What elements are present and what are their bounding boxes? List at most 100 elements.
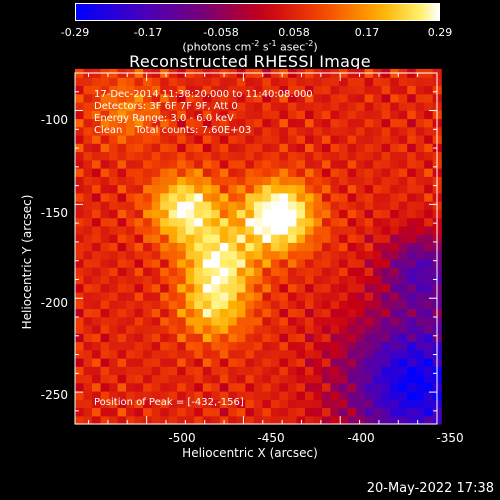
heatmap-cell (100, 399, 110, 409)
heatmap-cell (381, 184, 391, 194)
heatmap-cell (279, 250, 289, 260)
heatmap-cell (296, 225, 306, 235)
heatmap-cell (330, 118, 340, 128)
heatmap-cell (424, 118, 434, 128)
heatmap-cell (134, 415, 144, 425)
heatmap-cell (194, 391, 204, 400)
heatmap-cell (424, 234, 434, 243)
heatmap-cell (117, 184, 127, 194)
heatmap-cell (313, 275, 323, 285)
heatmap-cell (194, 126, 204, 136)
heatmap-cell (134, 300, 144, 309)
heatmap-cell (211, 341, 221, 351)
heatmap-cell (262, 118, 272, 128)
heatmap-cell (117, 159, 127, 169)
peak-position-label: Position of Peak = [-432,-156] (94, 397, 244, 408)
heatmap-cell (168, 242, 178, 252)
heatmap-cell (339, 308, 349, 318)
heatmap-cell (202, 101, 212, 111)
heatmap-cell (168, 382, 178, 392)
heatmap-cell (322, 357, 332, 367)
heatmap-cell (296, 258, 306, 268)
heatmap-cell (117, 349, 127, 359)
heatmap-cell (83, 118, 93, 128)
heatmap-cell (92, 349, 102, 359)
heatmap-cell (262, 93, 272, 103)
heatmap-cell (109, 399, 119, 409)
heatmap-cell (415, 382, 425, 392)
heatmap-cell (151, 110, 161, 120)
heatmap-cell (381, 118, 391, 128)
heatmap-cell (253, 143, 263, 153)
heatmap-cell (322, 382, 332, 392)
heatmap-cell (407, 308, 417, 318)
heatmap-cell (407, 143, 417, 153)
heatmap-cell (322, 275, 332, 285)
heatmap-cell (270, 184, 280, 194)
heatmap-cell (347, 250, 357, 260)
heatmap-cell (109, 217, 119, 227)
heatmap-cell (228, 176, 238, 186)
heatmap-cell (202, 291, 212, 301)
heatmap-cell (305, 93, 315, 103)
heatmap-cell (364, 225, 374, 235)
heatmap-cell (407, 407, 417, 417)
heatmap-cell (364, 324, 374, 334)
heatmap-cell (356, 110, 366, 120)
heatmap-cell (296, 126, 306, 136)
colorbar-tick: 0.17 (354, 26, 380, 39)
heatmap-cell (211, 234, 221, 243)
heatmap-cell (109, 283, 119, 293)
heatmap-cell (143, 267, 153, 276)
heatmap-cell (236, 134, 246, 144)
heatmap-cell (117, 258, 127, 268)
heatmap-cell (262, 184, 272, 194)
heatmap-cell (407, 85, 417, 95)
heatmap-cell (381, 134, 391, 144)
heatmap-cell (160, 275, 170, 285)
heatmap-cell (381, 85, 391, 95)
heatmap-cell (75, 324, 85, 334)
heatmap-cell (177, 258, 187, 268)
heatmap-cell (424, 77, 434, 86)
heatmap-cell (151, 118, 161, 128)
heatmap-cell (160, 225, 170, 235)
heatmap-cell (253, 407, 263, 417)
heatmap-cell (134, 366, 144, 376)
heatmap-cell (75, 349, 85, 359)
heatmap-cell (313, 143, 323, 153)
heatmap-cell (92, 291, 102, 301)
heatmap-cell (245, 110, 255, 120)
heatmap-cell (398, 176, 408, 186)
heatmap-cell (117, 300, 127, 309)
heatmap-cell (398, 110, 408, 120)
heatmap-cell (296, 201, 306, 210)
heatmap-cell (424, 283, 434, 293)
heatmap-cell (407, 225, 417, 235)
heatmap-cell (126, 341, 136, 351)
heatmap-cell (134, 110, 144, 120)
heatmap-cell (202, 134, 212, 144)
heatmap-cell (313, 382, 323, 392)
heatmap-cell (262, 341, 272, 351)
heatmap-cell (270, 300, 280, 309)
heatmap-cell (245, 234, 255, 243)
heatmap-cell (253, 192, 263, 202)
heatmap-cell (151, 399, 161, 409)
heatmap-cell (296, 341, 306, 351)
heatmap-cell (398, 415, 408, 425)
heatmap-cell (202, 159, 212, 169)
heatmap-cell (126, 324, 136, 334)
heatmap-cell (211, 209, 221, 219)
heatmap-cell (83, 366, 93, 376)
heatmap-cell (92, 101, 102, 111)
heatmap-cell (228, 93, 238, 103)
heatmap-cell (424, 316, 434, 326)
heatmap-cell (313, 209, 323, 219)
heatmap-cell (287, 250, 297, 260)
heatmap-cell (245, 85, 255, 95)
heatmap-cell (322, 316, 332, 326)
heatmap-cell (424, 85, 434, 95)
heatmap-cell (398, 275, 408, 285)
heatmap-cell (296, 209, 306, 219)
